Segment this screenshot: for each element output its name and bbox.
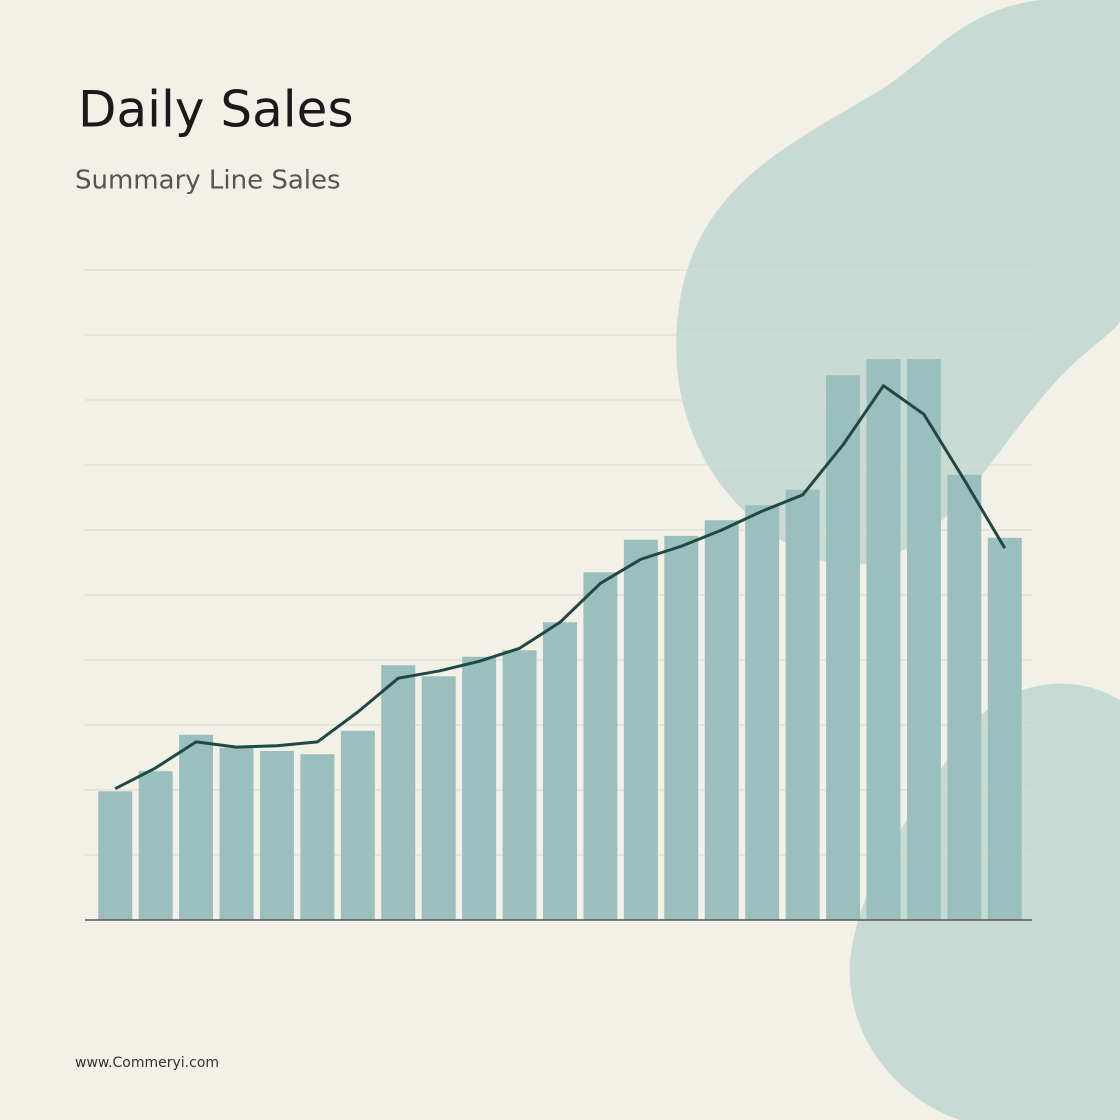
bar (502, 650, 537, 920)
bar (947, 474, 982, 920)
bar (259, 751, 294, 920)
bar (300, 754, 335, 920)
bar (826, 375, 861, 920)
chart-subtitle: Summary Line Sales (75, 166, 341, 196)
bar (98, 791, 133, 920)
bar (462, 656, 497, 920)
bar (745, 505, 780, 920)
bar (785, 489, 820, 920)
bar (179, 734, 214, 920)
bar (906, 359, 941, 920)
decor-blob (676, 0, 1120, 565)
bar (381, 665, 416, 920)
bar (219, 747, 254, 920)
chart-title: Daily Sales (78, 81, 354, 139)
line (114, 384, 1007, 791)
bar (421, 676, 456, 920)
bar (138, 771, 173, 920)
bar (583, 572, 618, 920)
bar (866, 359, 901, 920)
bar (623, 539, 658, 920)
decor-blob (849, 683, 1120, 1120)
bar (664, 535, 699, 920)
footer: www.Commeryi.com (75, 1055, 219, 1071)
bar (704, 520, 739, 920)
bar (987, 537, 1022, 920)
bar (543, 622, 577, 920)
bar (340, 730, 375, 920)
plot (98, 359, 1022, 920)
